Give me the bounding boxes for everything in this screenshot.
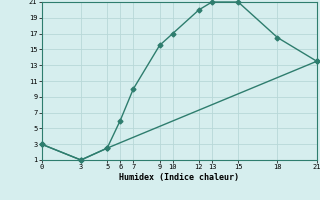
- X-axis label: Humidex (Indice chaleur): Humidex (Indice chaleur): [119, 173, 239, 182]
